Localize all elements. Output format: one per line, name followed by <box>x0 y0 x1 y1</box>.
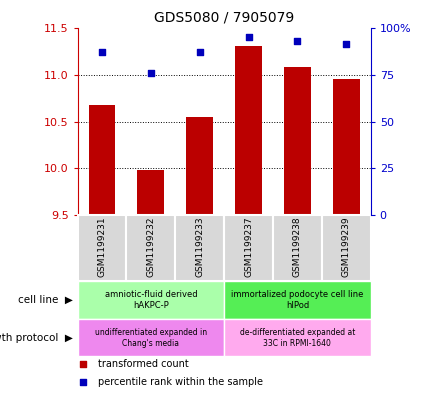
Bar <box>88 105 115 215</box>
Text: undifferentiated expanded in
Chang's media: undifferentiated expanded in Chang's med… <box>95 328 206 348</box>
Bar <box>272 215 321 281</box>
Bar <box>137 171 164 215</box>
Point <box>245 34 252 40</box>
Point <box>80 379 87 385</box>
Point <box>98 49 105 55</box>
Text: amniotic-fluid derived
hAKPC-P: amniotic-fluid derived hAKPC-P <box>104 290 197 310</box>
Text: growth protocol  ▶: growth protocol ▶ <box>0 333 73 343</box>
Text: GSM1199239: GSM1199239 <box>341 217 350 277</box>
Text: transformed count: transformed count <box>98 359 188 369</box>
Bar <box>77 281 224 319</box>
Title: GDS5080 / 7905079: GDS5080 / 7905079 <box>154 11 294 25</box>
Text: GSM1199238: GSM1199238 <box>292 217 301 277</box>
Bar <box>332 79 359 215</box>
Text: GSM1199233: GSM1199233 <box>195 217 204 277</box>
Text: GSM1199231: GSM1199231 <box>97 217 106 277</box>
Bar <box>321 215 370 281</box>
Bar <box>224 319 370 356</box>
Text: de-differentiated expanded at
33C in RPMI-1640: de-differentiated expanded at 33C in RPM… <box>239 328 354 348</box>
Point <box>293 37 300 44</box>
Text: immortalized podocyte cell line
hIPod: immortalized podocyte cell line hIPod <box>230 290 363 310</box>
Bar <box>224 215 272 281</box>
Text: GSM1199237: GSM1199237 <box>243 217 252 277</box>
Bar <box>283 67 310 215</box>
Point <box>147 70 154 76</box>
Bar <box>77 319 224 356</box>
Bar <box>77 215 126 281</box>
Bar <box>234 46 261 215</box>
Point <box>80 360 87 367</box>
Text: percentile rank within the sample: percentile rank within the sample <box>98 377 262 387</box>
Bar <box>126 215 175 281</box>
Point <box>342 41 349 48</box>
Text: GSM1199232: GSM1199232 <box>146 217 155 277</box>
Text: cell line  ▶: cell line ▶ <box>18 295 73 305</box>
Bar <box>224 281 370 319</box>
Bar <box>186 117 212 215</box>
Point <box>196 49 203 55</box>
Bar <box>175 215 224 281</box>
